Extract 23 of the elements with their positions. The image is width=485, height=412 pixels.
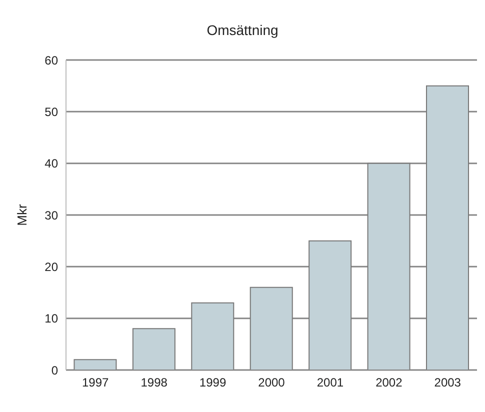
- x-tick-label: 2002: [376, 376, 403, 390]
- bar: [132, 328, 176, 370]
- bar: [308, 240, 352, 370]
- chart-title: Omsättning: [206, 21, 280, 40]
- x-tick-label: 1999: [199, 376, 226, 390]
- bar: [426, 85, 470, 370]
- y-tick-label: 50: [44, 104, 58, 119]
- y-axis-title: Mkr: [14, 204, 30, 226]
- y-tick-label: 20: [44, 260, 58, 274]
- y-tick-label: 60: [44, 53, 58, 68]
- y-tick-label: 30: [44, 208, 58, 222]
- bar: [250, 286, 293, 370]
- x-tick-label: 2000: [258, 376, 286, 390]
- x-tick-label: 2001: [316, 376, 344, 390]
- y-tick-label: 10: [44, 312, 58, 326]
- bar: [74, 359, 117, 370]
- y-tick-label: 40: [44, 156, 58, 171]
- x-tick-label: 1997: [82, 376, 110, 390]
- bar: [367, 162, 410, 370]
- x-tick-label: 1998: [140, 376, 168, 390]
- bar: [191, 302, 234, 370]
- y-tick-label: 0: [51, 363, 58, 378]
- x-tick-label: 2003: [434, 376, 462, 390]
